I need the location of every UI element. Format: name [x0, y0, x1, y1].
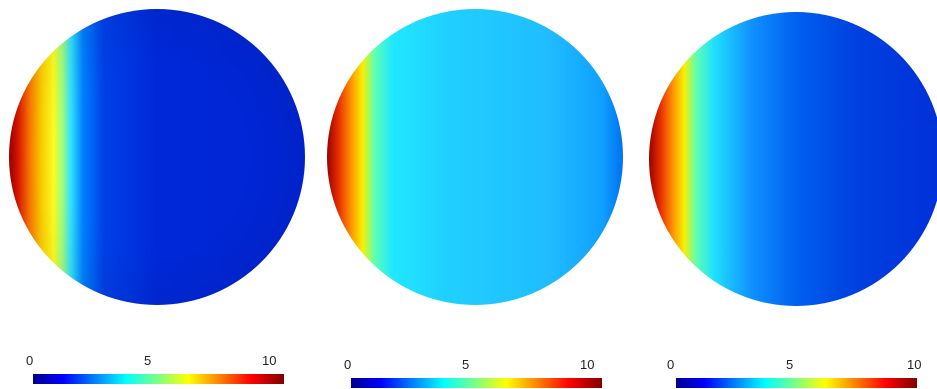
- colorbar-mid-label: 5: [786, 357, 794, 372]
- colorbar-max-label: 10: [580, 357, 595, 372]
- colorbar-max-label: 10: [262, 353, 277, 368]
- disk-shape: [649, 12, 937, 306]
- panel-2: 0 5 10: [318, 0, 630, 389]
- colorbar-max-label: 10: [907, 357, 922, 372]
- colorbar-min-label: 0: [344, 357, 352, 372]
- field-disk-1: [9, 9, 305, 305]
- colorbar-2: [351, 378, 602, 388]
- colorbar-1: [33, 374, 284, 384]
- colorbar-mid-label: 5: [144, 353, 152, 368]
- colorbar-min-label: 0: [667, 357, 675, 372]
- colorbar-min-label: 0: [26, 353, 34, 368]
- disk-shape: [327, 9, 623, 305]
- colorbar-3: [676, 378, 917, 388]
- colorbar-mid-label: 5: [462, 357, 470, 372]
- field-disk-3: [649, 12, 937, 306]
- field-disk-2: [327, 9, 623, 305]
- panel-1: 0 5 10: [0, 0, 312, 389]
- panel-3: 0 5 10: [637, 0, 937, 389]
